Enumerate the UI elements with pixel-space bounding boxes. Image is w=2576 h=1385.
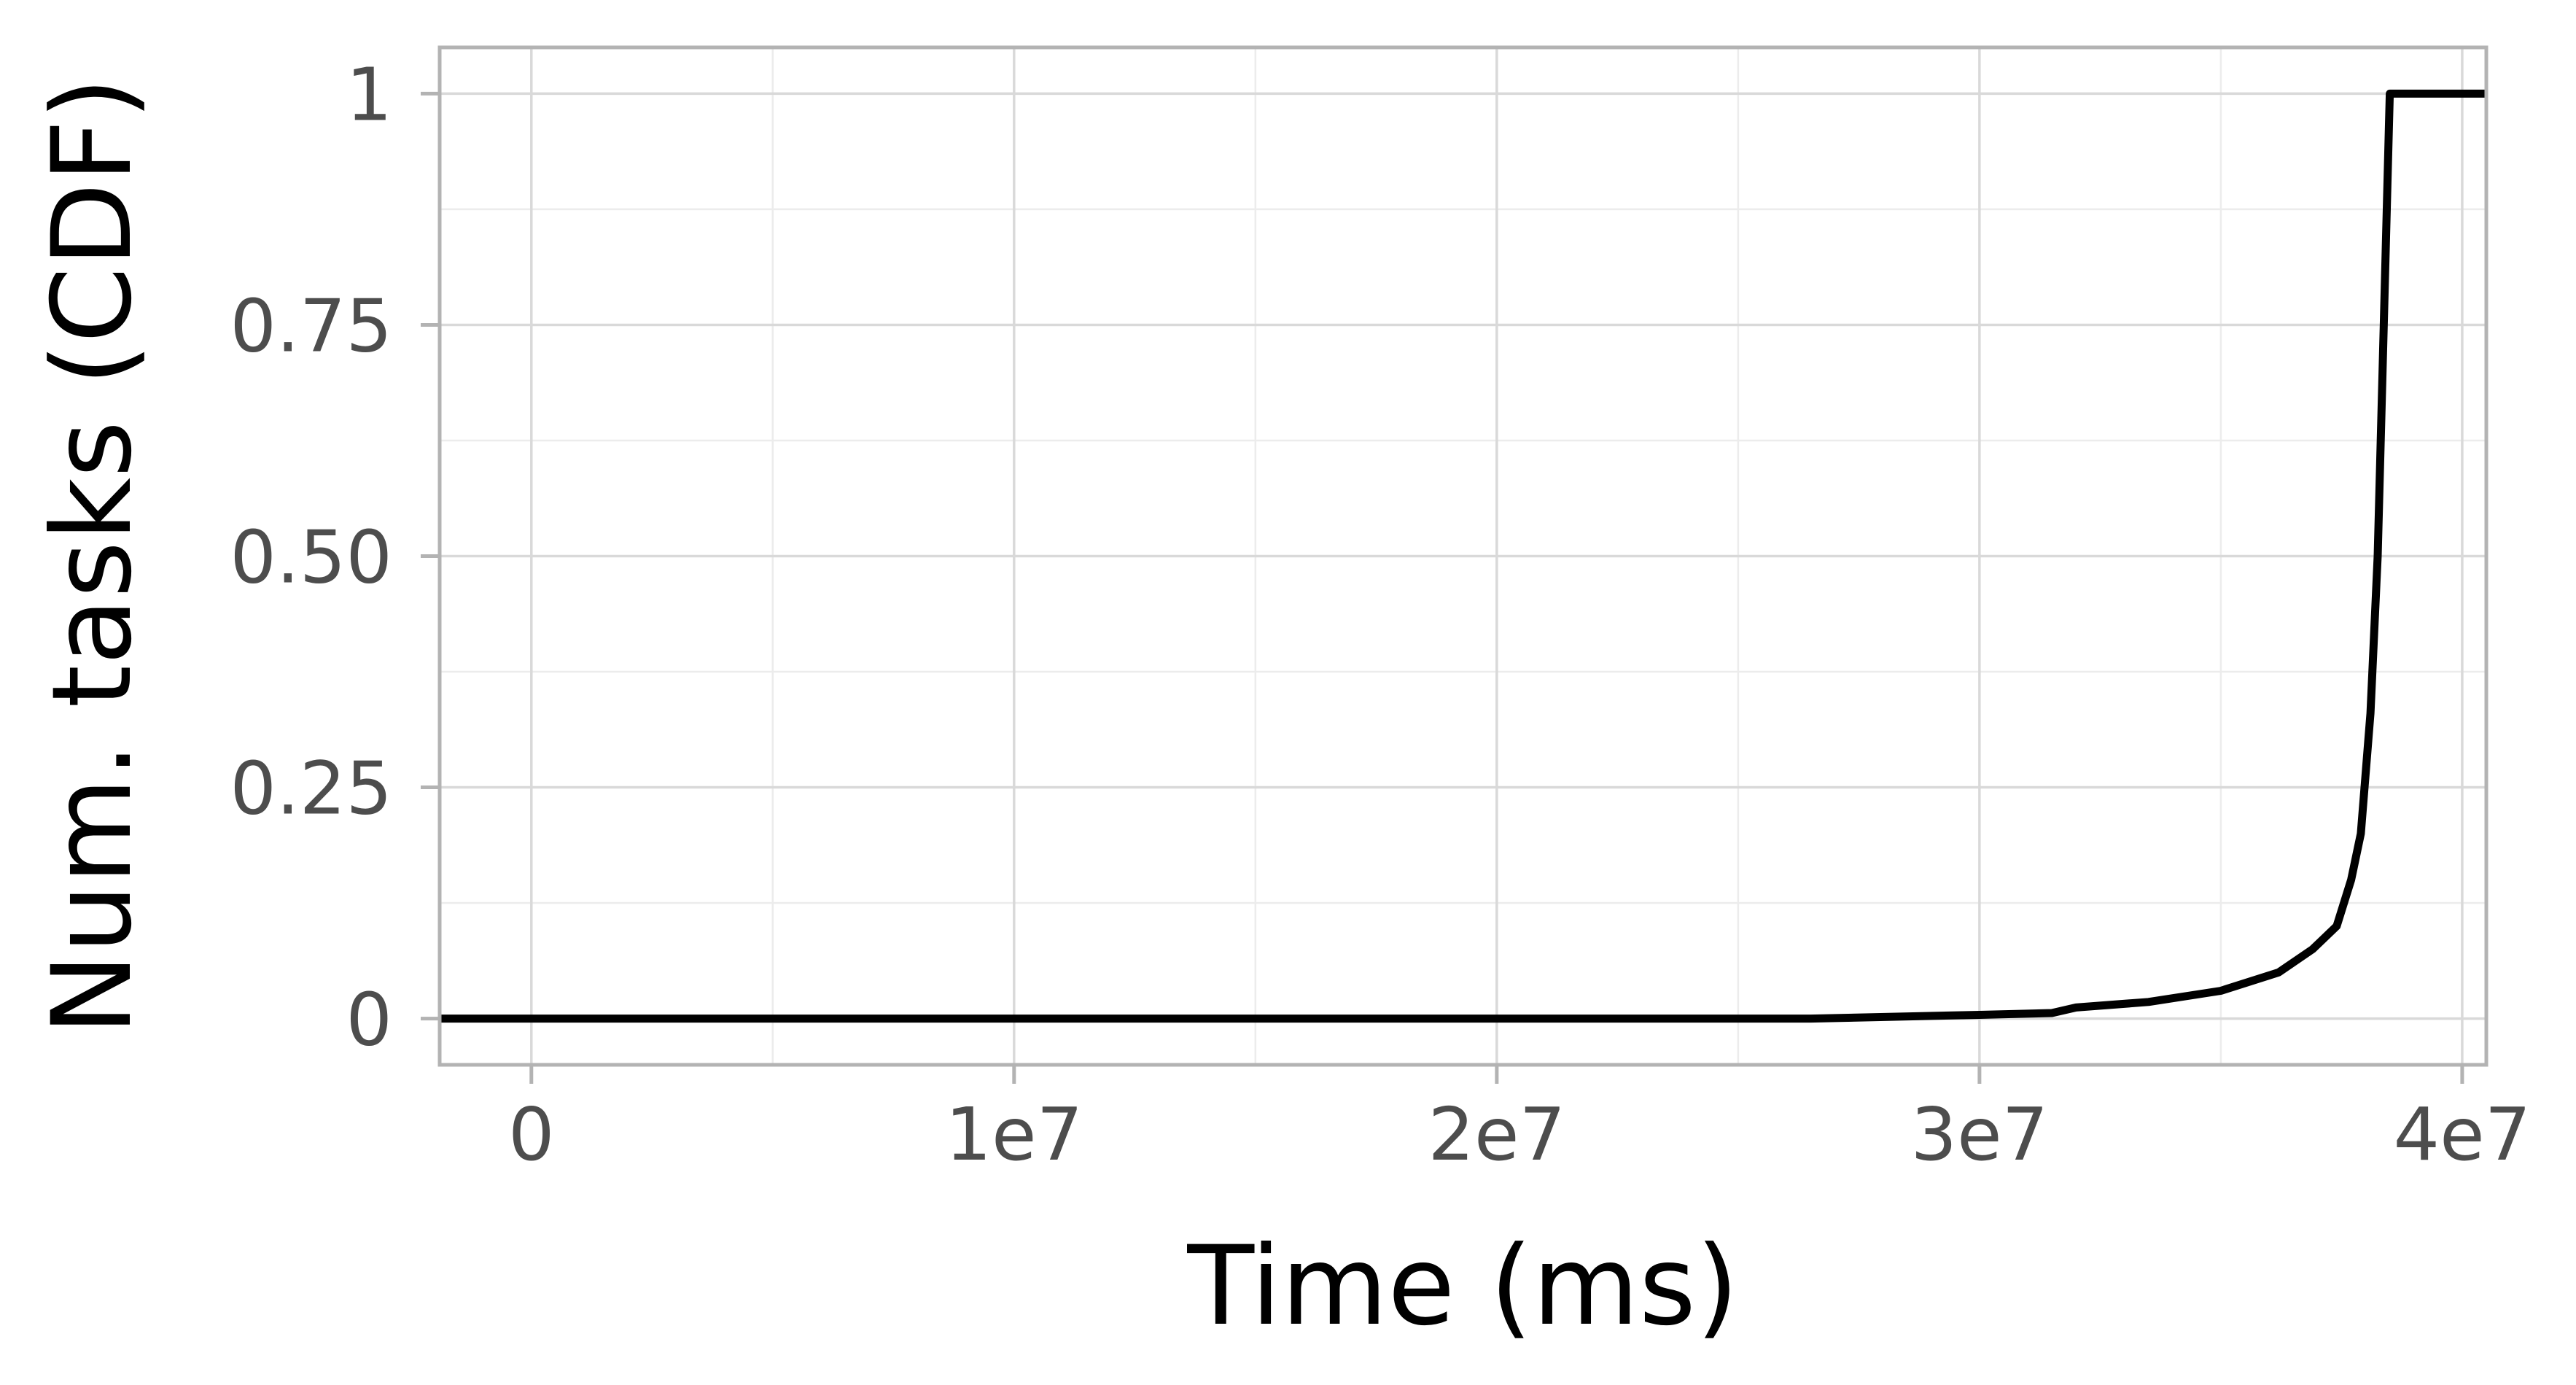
x-tick-label: 1e7 [945, 1092, 1083, 1177]
y-tick-label: 0.25 [230, 746, 392, 831]
y-tick-label: 0 [346, 977, 392, 1063]
x-tick-label: 0 [508, 1092, 555, 1177]
x-tick-label: 3e7 [1910, 1092, 2048, 1177]
y-tick-label: 1 [346, 52, 392, 137]
x-tick-label: 4e7 [2394, 1092, 2532, 1177]
x-tick-label: 2e7 [1428, 1092, 1565, 1177]
y-axis-tick-labels: 0 0.25 0.50 0.75 1 [230, 52, 392, 1062]
y-axis-title: Num. tasks (CDF) [29, 77, 156, 1036]
minor-grid [440, 47, 2486, 1065]
y-tick-label: 0.50 [230, 515, 392, 600]
cdf-series-line [440, 89, 2486, 1023]
y-tick-label: 0.75 [230, 283, 392, 368]
x-axis-title: Time (ms) [1186, 1223, 1738, 1350]
x-axis-tick-labels: 0 1e7 2e7 3e7 4e7 [508, 1092, 2531, 1177]
axis-ticks [421, 91, 2464, 1084]
series-layer [440, 89, 2486, 1023]
